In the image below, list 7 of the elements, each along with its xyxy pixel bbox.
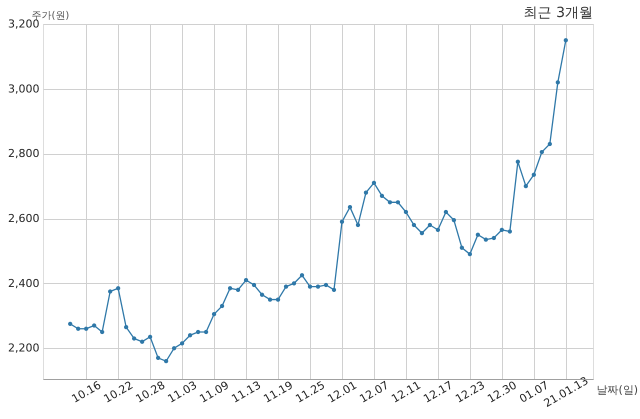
y-tick-label: 2,600	[8, 212, 40, 226]
y-tick-label: 3,000	[8, 82, 40, 96]
y-tick-label: 2,400	[8, 276, 40, 290]
chart-title: 최근 3개월	[524, 5, 593, 21]
y-tick-label: 2,800	[8, 147, 40, 160]
y-tick-label: 2,200	[8, 342, 40, 355]
x-axis-title: 날짜(일)	[596, 384, 638, 396]
